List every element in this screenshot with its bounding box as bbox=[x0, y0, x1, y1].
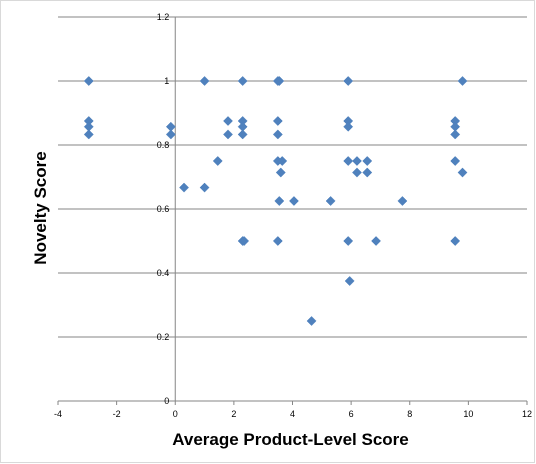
data-point bbox=[371, 236, 381, 246]
data-point bbox=[397, 196, 408, 206]
data-point bbox=[275, 167, 286, 178]
data-point bbox=[83, 76, 94, 86]
y-axis-ticks: 0 0.2 0.4 0.6 0.8 1 1.2 bbox=[157, 12, 176, 406]
x-axis-ticks: -4 -2 0 2 4 6 8 10 12 bbox=[54, 401, 532, 419]
data-point bbox=[272, 116, 283, 126]
y-tick-label: 1.2 bbox=[157, 12, 170, 22]
y-tick-label: 0.8 bbox=[157, 140, 170, 150]
data-point bbox=[450, 156, 461, 166]
x-tick-label: 4 bbox=[290, 409, 295, 419]
data-point bbox=[450, 129, 461, 140]
data-point bbox=[223, 116, 233, 126]
y-tick-label: 0.4 bbox=[157, 268, 170, 278]
data-point bbox=[450, 236, 461, 246]
y-axis-title: Novelty Score bbox=[31, 151, 50, 264]
data-point bbox=[343, 236, 354, 246]
data-point bbox=[237, 76, 248, 86]
data-point bbox=[199, 76, 210, 86]
data-point bbox=[343, 156, 354, 166]
y-tick-label: 1 bbox=[164, 76, 169, 86]
data-point bbox=[272, 129, 283, 140]
x-tick-label: -4 bbox=[54, 409, 62, 419]
x-tick-label: 8 bbox=[407, 409, 412, 419]
data-point bbox=[306, 316, 317, 326]
data-point bbox=[362, 167, 373, 178]
data-point bbox=[325, 196, 336, 206]
y-tick-label: 0.2 bbox=[157, 332, 170, 342]
data-point bbox=[457, 167, 468, 178]
data-point bbox=[343, 76, 354, 86]
data-point bbox=[277, 156, 288, 166]
data-point bbox=[165, 129, 176, 140]
data-point bbox=[274, 76, 285, 86]
data-point bbox=[223, 129, 233, 140]
data-point bbox=[457, 76, 468, 86]
y-tick-label: 0.6 bbox=[157, 204, 170, 214]
data-point bbox=[179, 182, 189, 193]
data-point bbox=[343, 121, 354, 132]
x-tick-label: -2 bbox=[113, 409, 121, 419]
data-point bbox=[272, 236, 283, 246]
data-point bbox=[212, 156, 223, 166]
y-tick-label: 0 bbox=[164, 396, 169, 406]
data-point bbox=[274, 196, 285, 206]
data-point bbox=[352, 167, 362, 178]
x-tick-label: 2 bbox=[231, 409, 236, 419]
data-point bbox=[352, 156, 362, 166]
data-point bbox=[239, 236, 250, 246]
gridlines bbox=[58, 16, 527, 338]
data-point bbox=[83, 129, 94, 140]
x-axis-title: Average Product-Level Score bbox=[172, 430, 409, 449]
data-point bbox=[344, 276, 355, 286]
data-point bbox=[289, 196, 299, 206]
x-tick-label: 10 bbox=[463, 409, 473, 419]
data-points bbox=[83, 76, 468, 326]
x-tick-label: 6 bbox=[349, 409, 354, 419]
x-tick-label: 0 bbox=[173, 409, 178, 419]
x-tick-label: 12 bbox=[522, 409, 532, 419]
data-point bbox=[362, 156, 373, 166]
data-point bbox=[199, 182, 210, 193]
data-point bbox=[237, 129, 248, 140]
